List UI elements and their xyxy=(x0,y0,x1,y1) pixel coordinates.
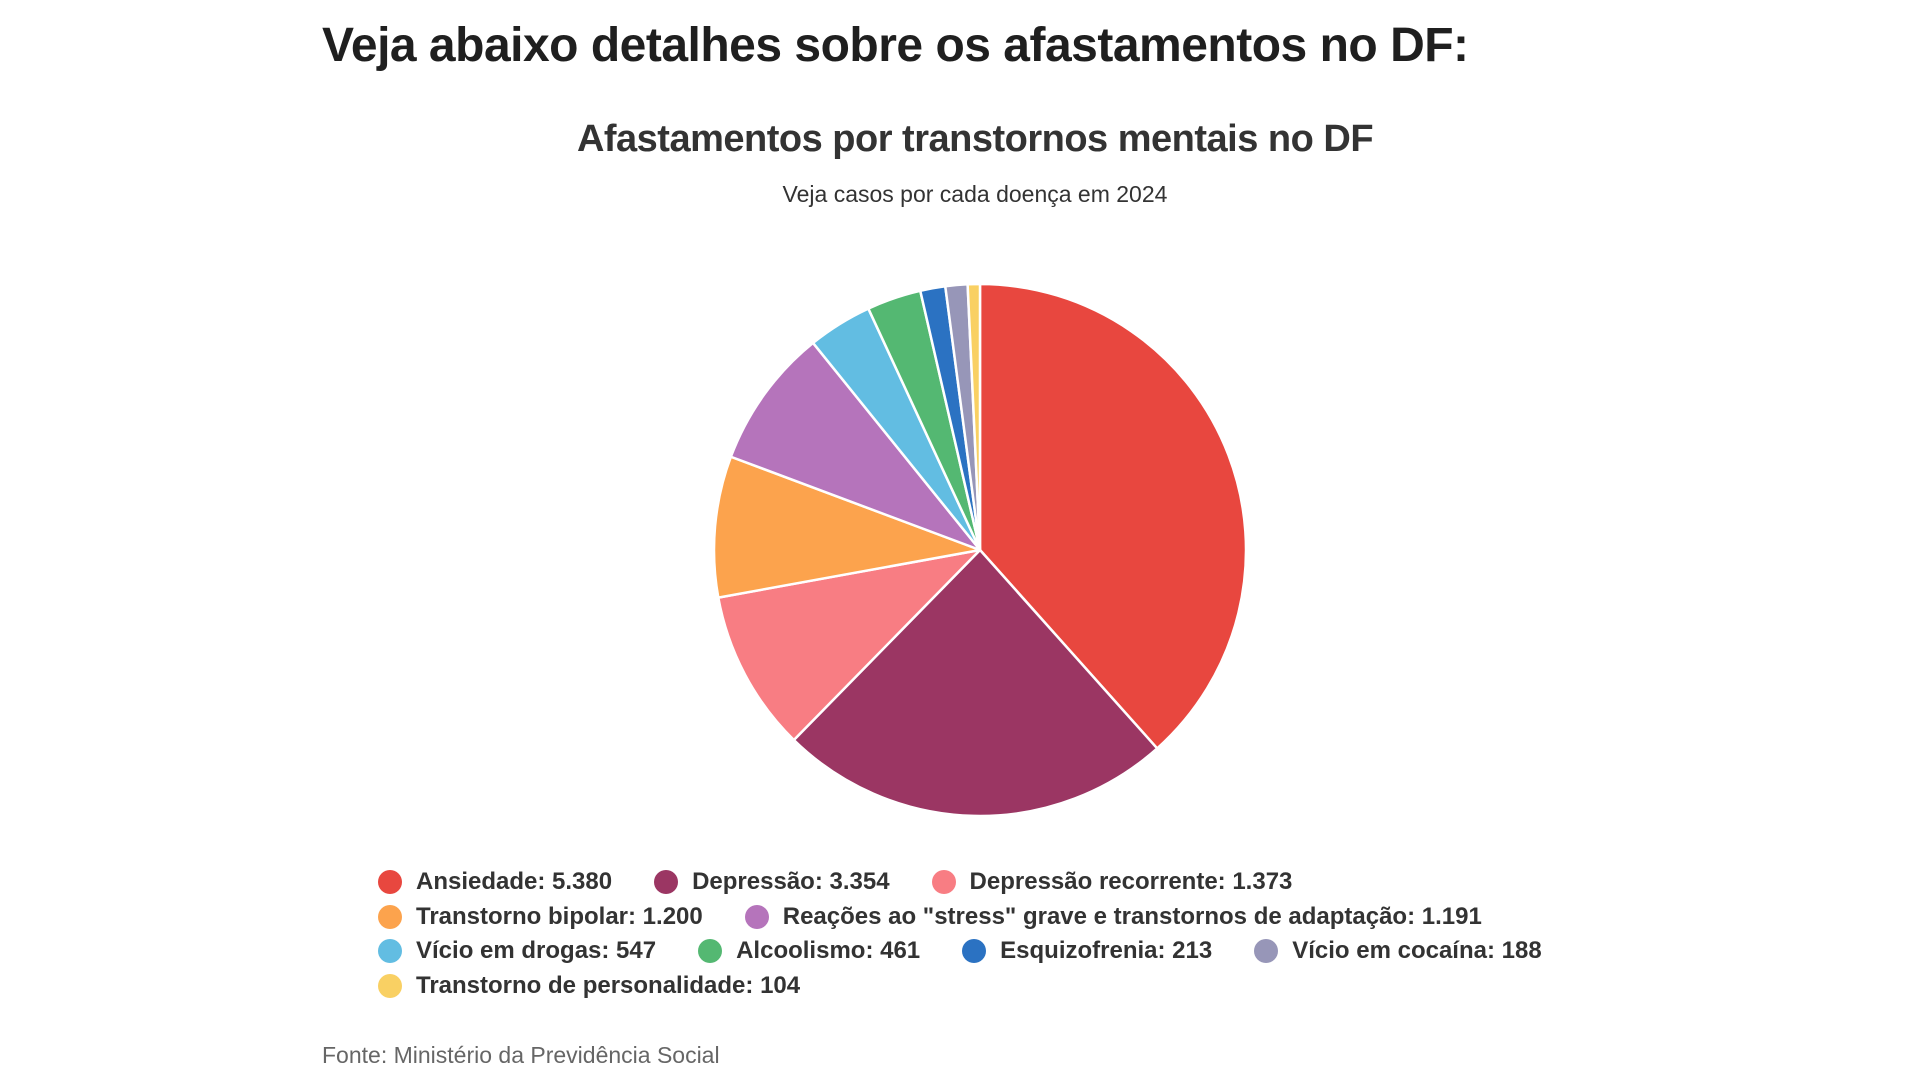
legend-item-alcoolismo[interactable]: Alcoolismo: 461 xyxy=(698,937,920,965)
source-note: Fonte: Ministério da Previdência Social xyxy=(322,1042,720,1068)
legend-label: Reações ao "stress" grave e transtornos … xyxy=(782,902,1482,930)
legend-marker xyxy=(931,870,956,895)
legend-item-transtorno-personalidade[interactable]: Transtorno de personalidade: 104 xyxy=(378,972,800,1000)
legend-item-ansiedade[interactable]: Ansiedade: 5.380 xyxy=(378,868,612,896)
legend-item-reacoes-stress[interactable]: Reações ao "stress" grave e transtornos … xyxy=(744,902,1482,931)
legend-label: Ansiedade: 5.380 xyxy=(416,868,613,896)
legend-label: Transtorno de personalidade: 104 xyxy=(416,971,801,999)
pie-chart xyxy=(712,282,1248,818)
pie-slice-0[interactable] xyxy=(978,282,1248,750)
legend-row: Ansiedade: 5.380 Depressão: 3.354 Depres… xyxy=(378,865,1678,900)
legend-label: Depressão: 3.354 xyxy=(692,868,890,896)
legend-marker xyxy=(1254,939,1279,964)
legend-row: Transtorno de personalidade: 104 xyxy=(378,969,1678,1004)
legend-marker xyxy=(744,904,769,929)
legend-row: Transtorno bipolar: 1.200 Reações ao "st… xyxy=(378,900,1678,935)
legend-item-depressao-recorrente[interactable]: Depressão recorrente: 1.373 xyxy=(931,868,1293,896)
legend-item-transtorno-bipolar[interactable]: Transtorno bipolar: 1.200 xyxy=(378,903,703,931)
legend-label: Transtorno bipolar: 1.200 xyxy=(416,902,703,930)
legend-marker xyxy=(962,939,987,964)
legend-label: Alcoolismo: 461 xyxy=(736,937,921,965)
legend-marker xyxy=(378,939,402,964)
chart-legend: Ansiedade: 5.380 Depressão: 3.354 Depres… xyxy=(378,865,1678,1003)
legend-marker xyxy=(378,870,402,895)
legend-row: Vício em drogas: 547 Alcoolismo: 461 Esq… xyxy=(378,934,1678,969)
headline: Veja abaixo detalhes sobre os afastament… xyxy=(322,19,1469,72)
legend-marker xyxy=(654,870,679,895)
pie-slice-9[interactable] xyxy=(966,282,982,552)
legend-label: Vício em drogas: 547 xyxy=(416,937,657,965)
chart-subtitle: Veja casos por cada doença em 2024 xyxy=(782,181,1168,207)
legend-item-depressao[interactable]: Depressão: 3.354 xyxy=(654,868,890,896)
legend-marker xyxy=(698,939,723,964)
legend-item-esquizofrenia[interactable]: Esquizofrenia: 213 xyxy=(962,937,1212,965)
pie-slice-4[interactable] xyxy=(729,341,982,552)
legend-label: Esquizofrenia: 213 xyxy=(1000,937,1213,965)
legend-marker xyxy=(378,973,402,998)
pie-slice-2[interactable] xyxy=(717,548,982,742)
pie-slice-3[interactable] xyxy=(712,455,982,599)
legend-item-vicio-cocaina[interactable]: Vício em cocaína: 188 xyxy=(1254,937,1542,965)
legend-label: Depressão recorrente: 1.373 xyxy=(969,868,1293,896)
legend-label: Vício em cocaína: 188 xyxy=(1292,937,1542,965)
legend-marker xyxy=(378,904,402,929)
legend-item-vicio-drogas[interactable]: Vício em drogas: 547 xyxy=(378,937,656,965)
chart-title: Afastamentos por transtornos mentais no … xyxy=(576,118,1374,160)
pie-slice-1[interactable] xyxy=(792,548,1159,818)
